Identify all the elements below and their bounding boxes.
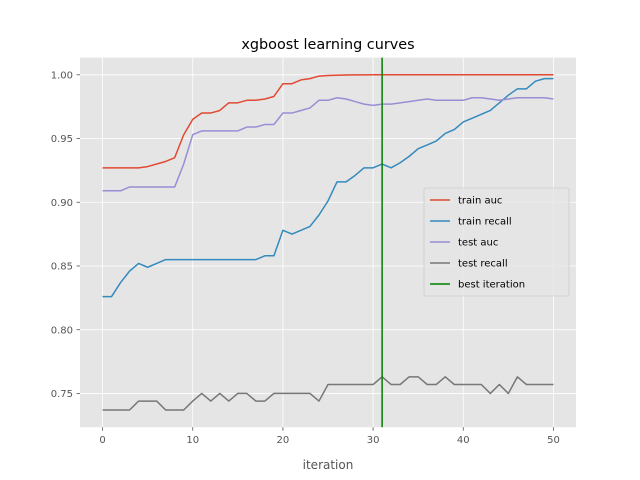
y-tick-label: 0.85	[51, 262, 73, 273]
legend-label: test auc	[458, 238, 498, 249]
x-tick-label: 30	[367, 435, 380, 446]
series-line-test-auc	[102, 97, 554, 192]
series-line-train-auc	[102, 74, 554, 169]
y-tick-label: 0.95	[51, 134, 73, 145]
legend-frame	[423, 187, 570, 297]
y-tick-label: 1.00	[51, 70, 73, 81]
x-tick-label: 0	[99, 435, 105, 446]
legend-label: train recall	[458, 217, 512, 228]
legend: train auc train recall test auc test recall…	[423, 187, 570, 297]
series-line-test-recall	[102, 376, 554, 411]
legend-label: test recall	[458, 259, 508, 270]
x-tick-label: 10	[186, 435, 199, 446]
chart-title: xgboost learning curves	[241, 37, 414, 53]
ticks: 0 10 20 30 40 50 0.75 0.80 0.85 0.90 0.95 1.00	[51, 70, 560, 446]
series-layer	[102, 57, 554, 428]
legend-label: train auc	[458, 196, 502, 207]
x-tick-label: 50	[547, 435, 560, 446]
y-tick-label: 0.75	[51, 389, 73, 400]
y-tick-label: 0.90	[51, 198, 73, 209]
x-tick-label: 20	[277, 435, 290, 446]
x-axis-label: iteration	[303, 458, 354, 472]
x-tick-label: 40	[457, 435, 470, 446]
series-line-train-recall	[102, 77, 554, 298]
legend-label: best iteration	[458, 280, 525, 291]
y-tick-label: 0.80	[51, 325, 73, 336]
